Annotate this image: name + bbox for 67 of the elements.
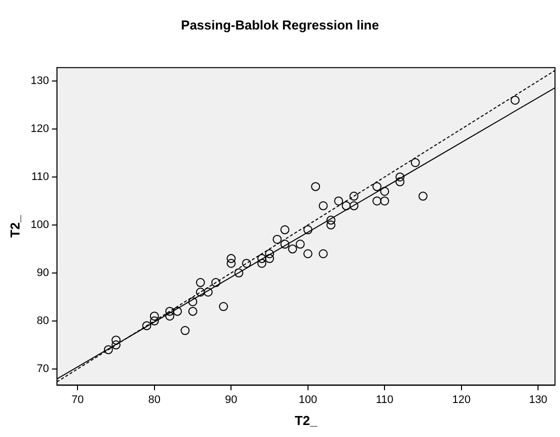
point bbox=[265, 254, 274, 264]
point bbox=[395, 177, 404, 186]
point bbox=[104, 345, 113, 354]
point bbox=[226, 258, 236, 268]
point bbox=[196, 278, 205, 288]
chart-title: Passing-Bablok Regression line bbox=[181, 17, 379, 32]
point bbox=[303, 225, 312, 234]
point bbox=[112, 336, 121, 345]
point bbox=[326, 216, 336, 225]
point bbox=[280, 225, 290, 234]
point bbox=[165, 312, 174, 321]
x-tick-label: 110 bbox=[376, 394, 394, 406]
point bbox=[188, 306, 198, 316]
x-tick-label: 70 bbox=[72, 394, 84, 406]
point bbox=[349, 192, 358, 201]
point bbox=[180, 326, 190, 336]
y-tick-label: 70 bbox=[36, 362, 49, 375]
point bbox=[272, 234, 282, 244]
point bbox=[172, 306, 182, 316]
point bbox=[142, 321, 152, 330]
y-axis-title: T2_ bbox=[7, 214, 22, 238]
y-tick-label: 100 bbox=[30, 218, 49, 231]
point bbox=[318, 249, 328, 258]
point bbox=[410, 158, 420, 168]
y-tick-label: 130 bbox=[30, 75, 49, 88]
point bbox=[196, 288, 205, 297]
point bbox=[372, 182, 382, 192]
point bbox=[372, 196, 382, 206]
point bbox=[204, 288, 213, 297]
x-tick-label: 120 bbox=[452, 394, 471, 406]
point bbox=[188, 297, 198, 306]
point bbox=[311, 182, 320, 192]
x-axis-title: T2_ bbox=[294, 412, 318, 428]
point bbox=[265, 249, 274, 258]
point bbox=[280, 240, 290, 249]
x-tick-label: 130 bbox=[528, 394, 548, 406]
point bbox=[296, 240, 305, 249]
point bbox=[349, 201, 358, 210]
x-tick-label: 100 bbox=[298, 394, 318, 406]
point bbox=[112, 340, 121, 350]
point bbox=[257, 258, 266, 268]
point bbox=[418, 192, 428, 201]
point bbox=[226, 254, 236, 264]
x-tick-label: 80 bbox=[148, 394, 161, 406]
point bbox=[257, 254, 266, 264]
point bbox=[288, 244, 298, 254]
point bbox=[242, 258, 252, 268]
y-tick-label: 120 bbox=[30, 123, 49, 136]
point bbox=[326, 220, 336, 230]
point bbox=[318, 201, 328, 210]
point bbox=[150, 312, 159, 321]
point bbox=[380, 186, 390, 196]
point bbox=[342, 201, 351, 210]
point bbox=[395, 172, 404, 182]
y-tick-label: 110 bbox=[31, 171, 49, 184]
point bbox=[380, 196, 390, 206]
point bbox=[211, 278, 220, 288]
point bbox=[165, 306, 174, 316]
y-tick-label: 90 bbox=[36, 266, 49, 279]
point bbox=[334, 196, 344, 206]
point bbox=[510, 96, 520, 105]
x-tick-label: 90 bbox=[225, 394, 238, 406]
point bbox=[218, 302, 228, 312]
point bbox=[150, 316, 159, 326]
point bbox=[234, 268, 244, 278]
y-tick-label: 80 bbox=[36, 314, 49, 327]
point bbox=[303, 249, 312, 258]
